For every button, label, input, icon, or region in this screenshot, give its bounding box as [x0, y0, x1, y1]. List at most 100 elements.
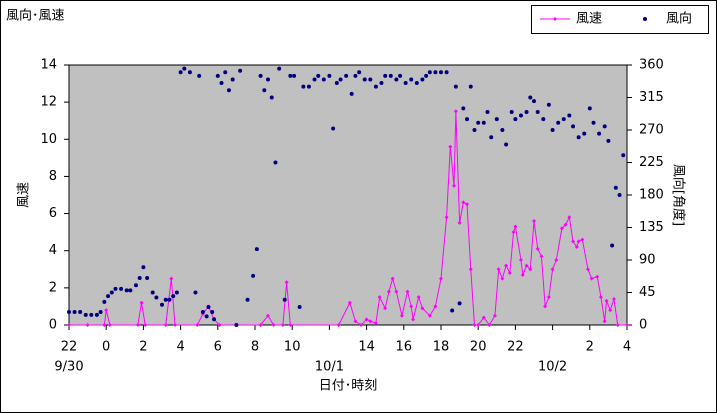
point	[104, 308, 109, 313]
point	[284, 280, 289, 285]
point	[301, 84, 306, 89]
point	[258, 323, 263, 327]
point	[234, 323, 239, 327]
point	[193, 290, 198, 295]
y2-tick-label: 45	[639, 285, 656, 300]
point	[448, 144, 453, 149]
point	[238, 68, 243, 73]
point	[587, 106, 592, 111]
point	[444, 70, 449, 75]
point	[472, 128, 477, 132]
point	[485, 109, 490, 114]
point	[509, 109, 514, 114]
point	[212, 317, 217, 322]
point	[102, 323, 107, 327]
point	[556, 120, 561, 125]
point	[154, 295, 159, 300]
point	[362, 77, 367, 82]
point	[262, 88, 267, 93]
point	[178, 70, 183, 75]
point	[312, 77, 317, 82]
y-tick-label: 6	[49, 206, 57, 221]
point	[543, 304, 548, 309]
point	[420, 77, 425, 82]
point	[513, 117, 518, 122]
y-axis-label: 風速	[17, 182, 32, 208]
point	[457, 220, 462, 225]
point	[119, 286, 124, 291]
point	[292, 73, 297, 78]
point	[277, 66, 282, 71]
point	[457, 301, 462, 306]
y-tick-label: 10	[40, 132, 57, 147]
point	[344, 73, 349, 78]
point	[465, 117, 470, 122]
point	[405, 289, 410, 294]
point	[282, 297, 287, 302]
point	[357, 70, 362, 75]
point	[133, 283, 138, 288]
point	[524, 109, 529, 114]
point	[416, 295, 421, 300]
point	[585, 267, 590, 272]
point	[476, 120, 481, 125]
point	[539, 254, 544, 259]
point	[561, 117, 566, 122]
point	[379, 81, 384, 86]
point	[571, 239, 576, 244]
y-tick-label: 4	[49, 243, 57, 258]
point	[141, 265, 146, 270]
y2-tick-label: 270	[639, 123, 664, 138]
point	[150, 290, 155, 295]
x-tick-label: 20	[470, 340, 487, 355]
point	[72, 310, 77, 314]
point	[409, 304, 414, 309]
point	[414, 81, 419, 86]
point	[353, 319, 358, 324]
point	[511, 230, 516, 235]
point	[163, 297, 168, 302]
point	[187, 70, 192, 75]
point	[368, 319, 373, 324]
point	[327, 73, 332, 78]
point	[128, 288, 133, 293]
point	[453, 84, 458, 89]
point	[597, 131, 602, 136]
point	[427, 70, 432, 75]
chart-title: 風向･風速	[6, 8, 65, 24]
point	[200, 310, 205, 314]
point	[124, 288, 129, 293]
point	[591, 120, 596, 125]
point	[269, 95, 274, 100]
point	[546, 102, 551, 107]
x-tick-label: 10	[284, 340, 301, 355]
x-tick-label: 16	[396, 340, 413, 355]
point	[109, 290, 114, 295]
point	[349, 91, 354, 96]
point	[513, 224, 518, 229]
point	[504, 263, 509, 268]
point	[518, 113, 523, 118]
point	[271, 323, 276, 327]
point	[567, 113, 572, 118]
point	[273, 160, 278, 165]
y2-tick-label: 180	[639, 188, 664, 203]
point	[489, 135, 494, 140]
point	[89, 312, 94, 317]
point	[574, 245, 579, 249]
point	[507, 271, 512, 275]
y2-tick-label: 90	[639, 253, 656, 268]
point	[195, 323, 200, 327]
y2-axis-label: 風向[角度]	[671, 164, 687, 226]
point	[364, 317, 369, 322]
point	[94, 312, 99, 317]
point	[359, 323, 364, 327]
point	[223, 70, 228, 75]
point	[386, 289, 391, 294]
point	[589, 276, 594, 281]
point	[504, 142, 509, 147]
point	[409, 77, 414, 82]
y-tick-label: 2	[49, 280, 57, 295]
x-tick-label: 14	[358, 340, 375, 355]
